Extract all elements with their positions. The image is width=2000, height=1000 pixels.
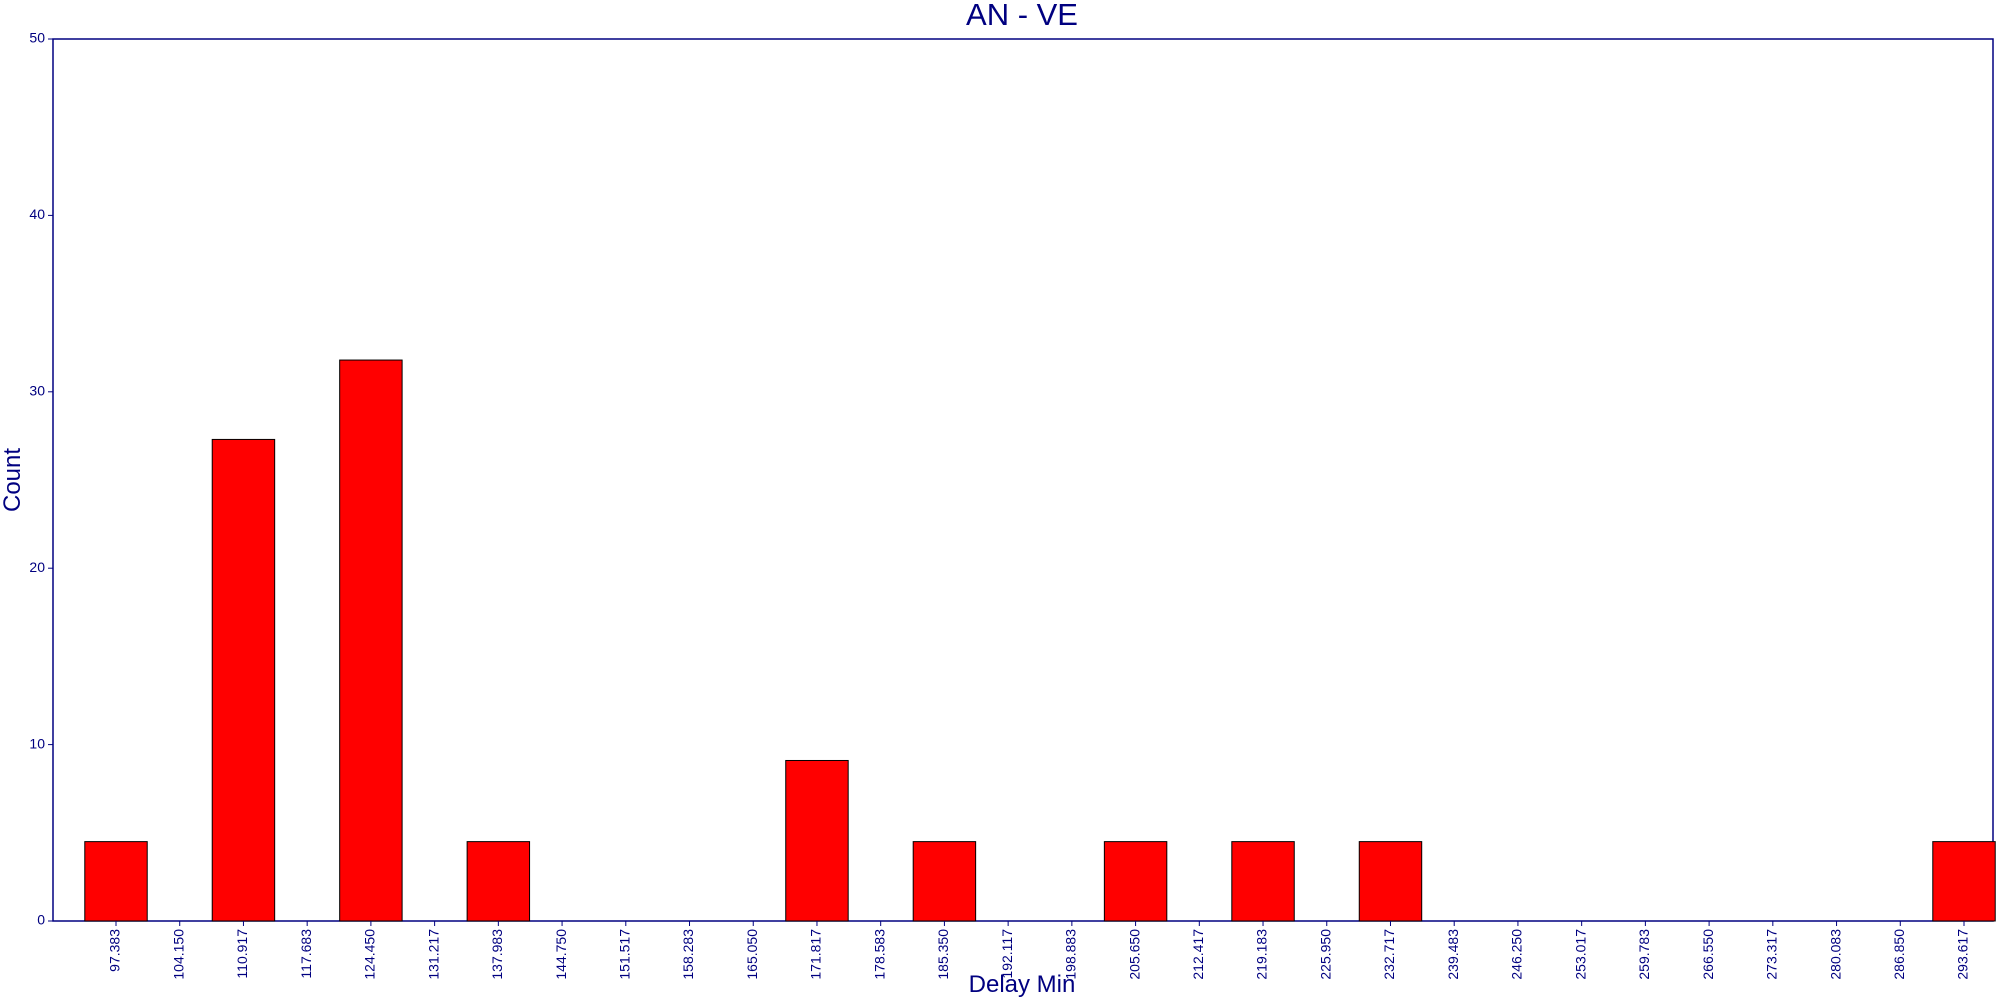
y-axis-label: Count — [0, 448, 26, 512]
x-tick-label-27: 280.083 — [1827, 929, 1843, 980]
bar-2 — [211, 438, 276, 922]
x-tick-label-23: 253.017 — [1572, 929, 1588, 980]
x-axis-label: Delay Min — [969, 971, 1076, 998]
y-tick-label-2: 20 — [29, 559, 45, 575]
x-tick-label-16: 205.650 — [1126, 929, 1142, 980]
bar-6 — [466, 841, 531, 922]
x-tick-label-3: 117.683 — [298, 929, 314, 979]
y-tick-label-1: 10 — [29, 735, 45, 751]
y-tick-label-0: 0 — [37, 912, 45, 928]
x-tick-label-7: 144.750 — [553, 929, 569, 980]
bars-group — [84, 359, 1996, 922]
bar-20 — [1358, 841, 1423, 922]
x-tick-label-2: 110.917 — [234, 929, 250, 979]
bar-0 — [84, 841, 148, 922]
x-tick-label-22: 246.250 — [1509, 929, 1525, 980]
y-tick-label-3: 30 — [29, 383, 45, 399]
x-tick-label-19: 225.950 — [1317, 929, 1333, 980]
bar-16 — [1103, 841, 1168, 922]
x-tick-label-24: 259.783 — [1636, 929, 1652, 980]
chart-title: AN - VE — [966, 0, 1078, 32]
x-tick-label-17: 212.417 — [1190, 929, 1206, 980]
bar-11 — [785, 759, 849, 922]
y-axis: 0 10 20 30 40 50 — [29, 30, 53, 928]
bar-13 — [912, 841, 977, 922]
x-tick-label-25: 266.550 — [1700, 929, 1716, 980]
y-tick-label-4: 40 — [29, 206, 45, 222]
x-tick-label-9: 158.283 — [680, 929, 696, 980]
x-tick-label-8: 151.517 — [616, 929, 632, 980]
x-tick-label-18: 219.183 — [1254, 929, 1270, 980]
x-tick-label-14: 192.117 — [999, 929, 1015, 979]
bar-18 — [1231, 841, 1295, 922]
x-tick-label-20: 232.717 — [1381, 929, 1397, 980]
x-tick-label-11: 171.817 — [808, 929, 824, 980]
plot-area — [52, 38, 1994, 922]
x-tick-label-13: 185.350 — [935, 929, 951, 980]
x-tick-label-21: 239.483 — [1445, 929, 1461, 980]
x-tick-label-28: 286.850 — [1891, 929, 1907, 980]
x-tick-label-1: 104.150 — [170, 929, 186, 980]
x-tick-label-4: 124.450 — [362, 929, 378, 980]
x-tick-label-6: 137.983 — [489, 929, 505, 980]
x-tick-label-15: 198.883 — [1063, 929, 1079, 980]
x-tick-label-0: 97.383 — [107, 929, 123, 972]
y-tick-label-5: 50 — [29, 30, 45, 46]
bar-4 — [339, 359, 403, 922]
x-tick-label-26: 273.317 — [1764, 929, 1780, 980]
x-tick-label-29: 293.617 — [1955, 929, 1971, 980]
x-tick-label-5: 131.217 — [425, 929, 441, 980]
bar-29 — [1932, 841, 1996, 922]
x-tick-label-12: 178.583 — [871, 929, 887, 980]
x-tick-label-10: 165.050 — [744, 929, 760, 980]
x-axis: 97.383 104.150 110.917 117.683 124.450 131.21… — [107, 921, 1971, 980]
